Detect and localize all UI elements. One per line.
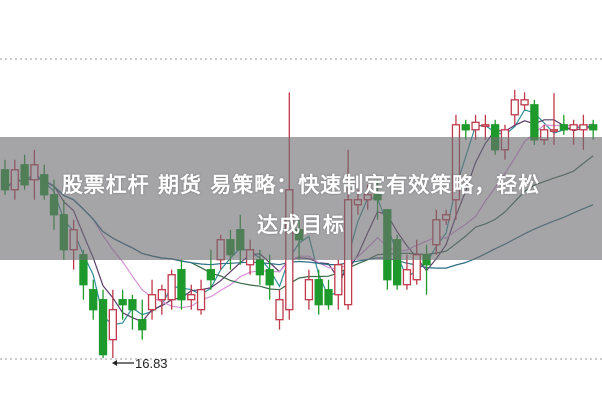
candle <box>559 114 568 135</box>
candle-body <box>579 124 588 131</box>
candle <box>167 269 176 310</box>
candle <box>275 289 284 330</box>
candle <box>98 289 108 358</box>
candle-body <box>510 99 519 116</box>
candle <box>461 119 470 140</box>
candle <box>471 114 480 140</box>
candle-body <box>167 274 176 301</box>
low-price-label: 16.83 <box>135 356 168 371</box>
candle <box>196 279 206 315</box>
candle-body <box>520 99 529 106</box>
candle-body <box>275 299 284 321</box>
candle-body <box>304 279 314 301</box>
candle-body <box>118 299 127 306</box>
candle <box>334 259 343 310</box>
candle <box>314 269 323 315</box>
candle <box>157 284 167 315</box>
candle-body <box>461 124 470 131</box>
candle-body <box>206 269 216 281</box>
candle-body <box>589 124 598 131</box>
candle <box>128 294 137 330</box>
candle <box>481 114 490 140</box>
candle-body <box>108 309 117 341</box>
candle-body <box>324 289 333 306</box>
candle-body <box>89 289 98 311</box>
title-banner: 股票杠杆 期货 易策略：快速制定有效策略，轻松 达成目标 <box>0 137 602 260</box>
candle <box>402 254 412 290</box>
candle <box>265 254 274 300</box>
candle-body <box>559 124 568 131</box>
candle-body <box>138 319 147 331</box>
candle <box>187 284 196 310</box>
banner-title-line1: 股票杠杆 期货 易策略：快速制定有效策略，轻松 <box>61 173 541 197</box>
low-annotation: 16.83 <box>112 356 168 371</box>
candle-body <box>157 289 167 301</box>
candle <box>549 93 559 145</box>
candle-body <box>128 299 137 311</box>
candle <box>324 279 333 310</box>
candle-body <box>334 264 343 296</box>
candle <box>510 89 519 125</box>
candle-body <box>314 279 323 306</box>
candle-body <box>265 269 274 286</box>
candle <box>118 289 127 320</box>
arrowhead-icon <box>112 360 117 366</box>
candle-body <box>255 259 265 276</box>
banner-title-line2: 达成目标 <box>257 213 345 237</box>
candle-body <box>196 289 206 311</box>
candle-body <box>177 269 186 301</box>
candle-body <box>530 104 539 141</box>
candle-body <box>549 129 559 132</box>
candle <box>147 279 157 320</box>
candle <box>108 289 117 358</box>
candle <box>138 299 147 340</box>
candle <box>177 259 186 310</box>
candle-body <box>471 121 480 131</box>
candle-body <box>481 124 490 127</box>
candle-body <box>569 124 578 131</box>
candle-body <box>187 294 196 301</box>
candle <box>520 92 529 110</box>
candle <box>89 279 98 320</box>
candle-body <box>402 269 412 286</box>
candle-body <box>147 294 157 311</box>
candle-body <box>98 299 108 356</box>
candle <box>589 119 598 140</box>
candle <box>304 269 314 310</box>
